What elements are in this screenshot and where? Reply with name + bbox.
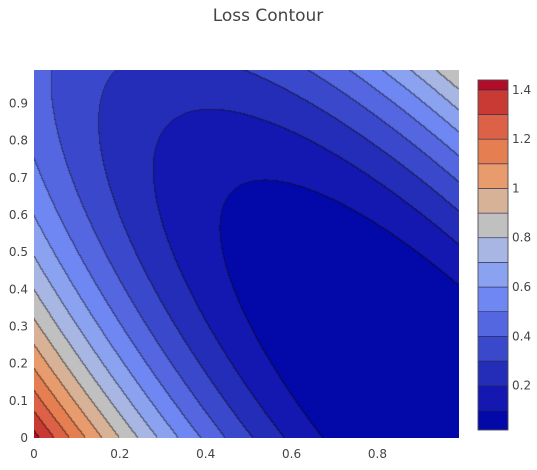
colorbar-band [477,311,509,337]
colorbar-band [477,79,509,91]
y-tick-label: 0.1 [9,394,28,408]
colorbar-band [477,409,509,431]
colorbar-band [477,237,509,263]
colorbar-band [477,89,509,115]
y-tick-label: 0 [20,431,28,445]
colorbar-band [477,360,509,386]
x-axis: 0 0.2 0.4 0.6 0.8 [30,447,387,461]
y-tick-label: 0.4 [9,282,28,296]
colorbar-ticks: 0.2 0.4 0.6 0.8 1 1.2 1.4 [512,83,531,393]
x-tick-label: 0.2 [110,447,129,461]
y-tick-label: 0.7 [9,171,28,185]
colorbar-tick-label: 0.2 [512,379,531,393]
x-tick-label: 0.4 [196,447,215,461]
colorbar-tick-label: 0.8 [512,231,531,245]
colorbar-tick-label: 1 [512,181,520,195]
colorbar [477,79,509,431]
chart-title: Loss Contour [213,6,324,26]
colorbar-band [477,262,509,288]
x-tick-label: 0.8 [368,447,387,461]
plot-area [34,70,459,438]
colorbar-border [477,79,509,431]
y-tick-label: 0.6 [9,208,28,222]
colorbar-tick-label: 1.2 [512,132,531,146]
colorbar-band [477,163,509,189]
x-tick-label: 0 [30,447,38,461]
x-tick-label: 0.6 [282,447,301,461]
y-tick-label: 0.8 [9,134,28,148]
colorbar-tick-label: 1.4 [512,83,531,97]
contour-fill [34,70,459,438]
colorbar-band [477,385,509,411]
y-tick-label: 0.9 [9,96,28,110]
colorbar-band [477,212,509,239]
y-tick-label: 0.3 [9,319,28,333]
y-tick-label: 0.2 [9,357,28,371]
colorbar-tick-label: 0.6 [512,280,531,294]
colorbar-band [477,138,509,165]
colorbar-band [477,286,509,312]
y-axis: 0 0.1 0.2 0.3 0.4 0.5 0.6 0.7 0.8 0.9 [9,96,28,445]
y-tick-label: 0.5 [9,245,28,259]
colorbar-band [477,188,509,214]
colorbar-band [477,114,509,140]
colorbar-band [477,336,509,362]
colorbar-tick-label: 0.4 [512,329,531,343]
